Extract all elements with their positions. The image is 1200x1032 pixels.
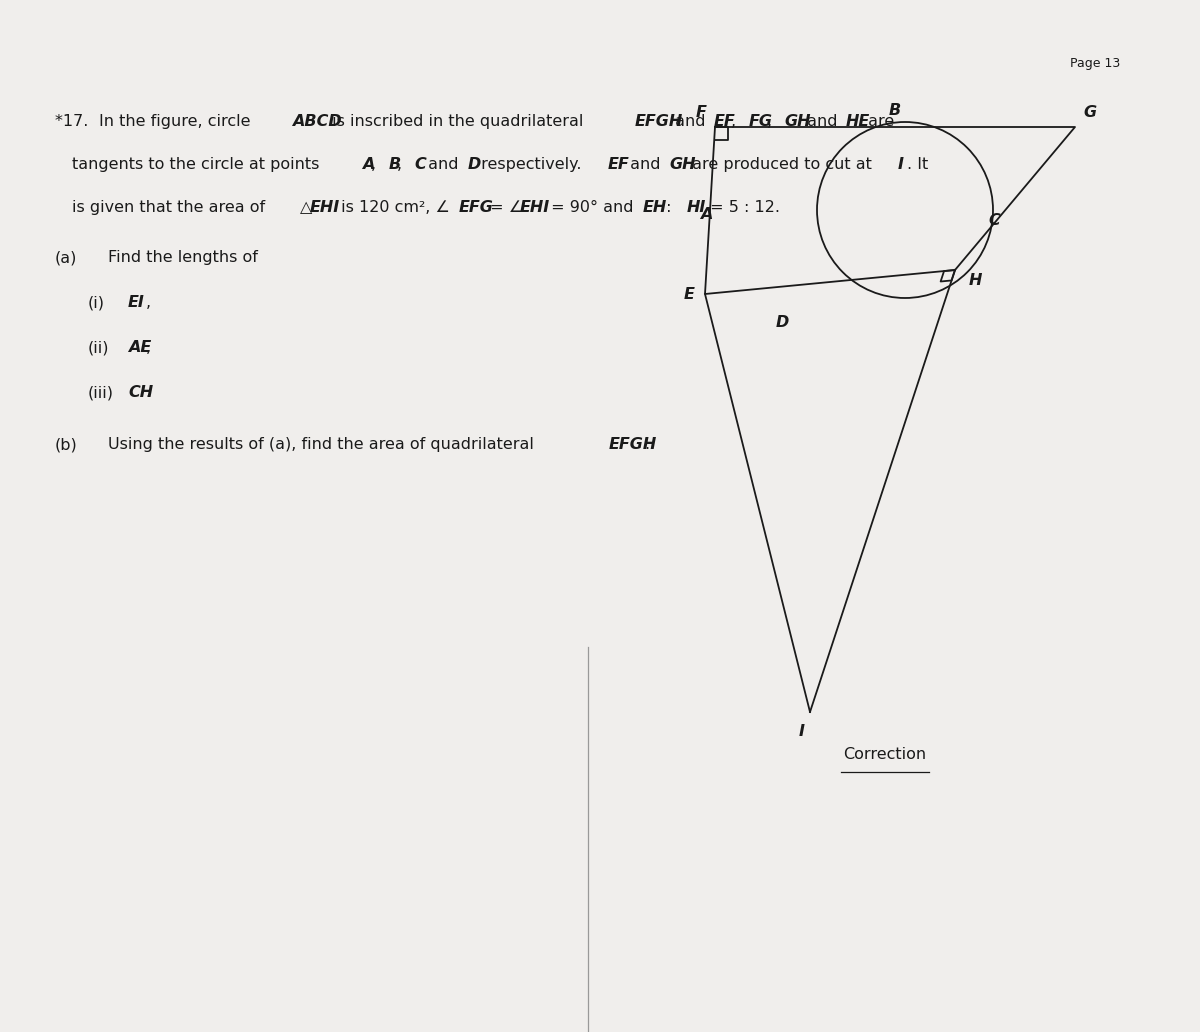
Text: In the figure, circle: In the figure, circle	[98, 114, 256, 129]
Text: EFGH: EFGH	[608, 437, 656, 452]
Text: are: are	[863, 114, 894, 129]
Text: Page 13: Page 13	[1069, 57, 1120, 70]
Text: and: and	[625, 157, 666, 172]
Text: respectively.: respectively.	[476, 157, 587, 172]
Text: EF: EF	[608, 157, 630, 172]
Text: and: and	[424, 157, 464, 172]
Text: I: I	[799, 724, 805, 739]
Text: (b): (b)	[55, 437, 78, 452]
Text: is given that the area of: is given that the area of	[72, 200, 270, 215]
Text: A: A	[362, 157, 374, 172]
Text: ,: ,	[371, 157, 380, 172]
Text: (a): (a)	[55, 250, 77, 265]
Text: CH: CH	[128, 385, 154, 400]
Text: are produced to cut at: are produced to cut at	[686, 157, 877, 172]
Text: Find the lengths of: Find the lengths of	[108, 250, 258, 265]
Text: A: A	[700, 206, 712, 222]
Text: D: D	[467, 157, 480, 172]
Text: △: △	[300, 200, 313, 215]
Text: is inscribed in the quadrilateral: is inscribed in the quadrilateral	[328, 114, 589, 129]
Text: ,: ,	[397, 157, 407, 172]
Text: ,: ,	[145, 340, 151, 355]
Text: (ii): (ii)	[88, 340, 109, 355]
Text: GH: GH	[784, 114, 811, 129]
Text: EI: EI	[128, 295, 145, 310]
Text: F: F	[696, 105, 707, 120]
Text: ,: ,	[767, 114, 776, 129]
Text: ABCD: ABCD	[292, 114, 342, 129]
Text: D: D	[775, 315, 790, 330]
Text: and: and	[802, 114, 842, 129]
Text: E: E	[684, 287, 695, 301]
Text: . It: . It	[906, 157, 928, 172]
Text: C: C	[415, 157, 426, 172]
Text: ,: ,	[732, 114, 742, 129]
Text: C: C	[988, 213, 1000, 227]
Text: EH: EH	[643, 200, 667, 215]
Text: G: G	[1084, 105, 1096, 120]
Text: HE: HE	[846, 114, 870, 129]
Text: AE: AE	[128, 340, 151, 355]
Text: and: and	[670, 114, 710, 129]
Text: EFG: EFG	[458, 200, 493, 215]
Text: ,: ,	[145, 295, 151, 310]
Text: is 120 cm², ∠: is 120 cm², ∠	[336, 200, 450, 215]
Text: H: H	[970, 273, 983, 288]
Text: (i): (i)	[88, 295, 106, 310]
Text: = 5 : 12.: = 5 : 12.	[704, 200, 780, 215]
Text: EF: EF	[714, 114, 736, 129]
Text: FG: FG	[749, 114, 773, 129]
Text: GH: GH	[670, 157, 696, 172]
Text: B: B	[889, 103, 901, 118]
Text: .: .	[145, 385, 151, 400]
Text: .: .	[644, 437, 649, 452]
Text: HI: HI	[686, 200, 707, 215]
Text: B: B	[389, 157, 401, 172]
Text: EHI: EHI	[520, 200, 551, 215]
Text: Correction: Correction	[844, 747, 926, 762]
Text: I: I	[898, 157, 904, 172]
Text: EFGH: EFGH	[635, 114, 683, 129]
Text: = 90° and: = 90° and	[546, 200, 640, 215]
Text: :: :	[660, 200, 677, 215]
Text: (iii): (iii)	[88, 385, 114, 400]
Text: Using the results of (a), find the area of quadrilateral: Using the results of (a), find the area …	[108, 437, 539, 452]
Text: *17.: *17.	[55, 114, 94, 129]
Text: = ∠: = ∠	[485, 200, 523, 215]
Text: tangents to the circle at points: tangents to the circle at points	[72, 157, 324, 172]
Text: EHI: EHI	[310, 200, 340, 215]
